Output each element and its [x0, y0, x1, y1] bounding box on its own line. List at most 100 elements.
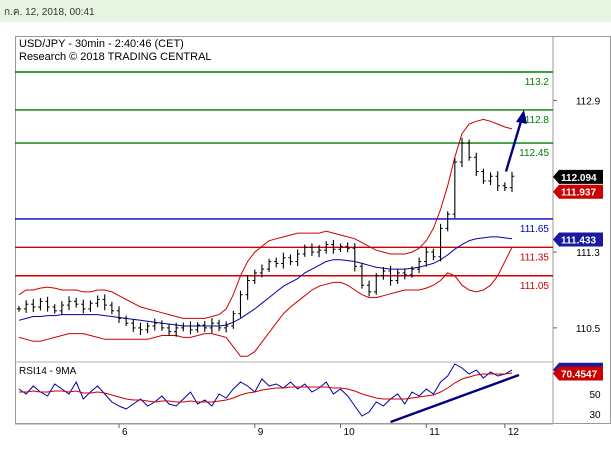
- ohlc-bar: [102, 294, 107, 311]
- ohlc-bar: [66, 296, 72, 311]
- ohlc-bar: [166, 323, 172, 336]
- ohlc-bar: [459, 137, 465, 168]
- last-price-tag: 112.094: [553, 169, 603, 184]
- ohlc-bar: [73, 297, 79, 308]
- ohlc-bar: [495, 171, 500, 191]
- ohlc-bar: [316, 245, 322, 258]
- ohlc-bar: [259, 264, 265, 278]
- bollinger-value-tag: 111.937: [553, 184, 603, 199]
- ohlc-bar: [59, 301, 65, 315]
- ohlc-bar: [152, 318, 157, 331]
- ohlc-bar: [216, 319, 222, 332]
- ohlc-bar: [345, 242, 350, 253]
- ohlc-bar: [402, 268, 408, 280]
- ohlc-bar: [173, 322, 179, 337]
- ohlc-bar: [266, 258, 272, 272]
- ohlc-bar: [116, 306, 122, 323]
- ohlc-bar: [331, 239, 336, 254]
- ohlc-bar: [81, 299, 86, 314]
- ohlc-bar: [52, 304, 57, 314]
- ohlc-bar: [131, 319, 136, 332]
- x-tick-label-4: 12: [508, 427, 520, 438]
- ohlc-bar: [109, 301, 115, 315]
- ohlc-bar: [123, 315, 129, 326]
- rsi-ma-value-tag: 70.4547: [553, 366, 603, 381]
- ohlc-bar: [238, 290, 243, 318]
- ohlc-bar: [431, 248, 436, 261]
- ohlc-bar: [338, 243, 343, 253]
- x-tick-label-1: 9: [258, 427, 264, 438]
- ohlc-bar: [224, 321, 229, 333]
- x-tick-label-2: 10: [344, 427, 356, 438]
- ohlc-bar: [88, 300, 93, 312]
- ohlc-bar: [245, 275, 250, 300]
- ohlc-bar: [281, 252, 286, 269]
- ohlc-bar: [416, 257, 422, 274]
- ohlc-bar: [38, 297, 43, 311]
- rsi-trendline: [390, 373, 520, 424]
- ohlc-bar: [474, 152, 479, 177]
- ohlc-bar: [309, 243, 315, 257]
- ohlc-bar: [16, 306, 22, 312]
- ohlc-bar: [202, 321, 207, 332]
- level-label-4: 111.35: [520, 252, 550, 263]
- rsi-tick-label-1: 50: [589, 390, 601, 401]
- rsi-tick-label-2: 30: [589, 410, 601, 421]
- level-label-3: 111.65: [520, 224, 550, 235]
- ohlc-bar: [302, 244, 307, 257]
- rsi-title: RSI14 - 9MA: [19, 366, 77, 377]
- ohlc-bar: [502, 182, 508, 192]
- rsi-line: [18, 363, 513, 417]
- ohlc-bar: [409, 266, 415, 278]
- ohlc-bar: [23, 300, 29, 313]
- ohlc-bar: [295, 249, 300, 267]
- svg-text:111.937: 111.937: [561, 188, 596, 199]
- y-tick-label-0: 112.9: [576, 96, 601, 107]
- bollinger-upper-line: [18, 118, 513, 319]
- ohlc-bar: [231, 310, 236, 329]
- svg-text:112.094: 112.094: [561, 173, 597, 184]
- ohlc-bar: [395, 269, 400, 284]
- ohlc-bar: [95, 295, 100, 308]
- ohlc-bar: [274, 257, 279, 268]
- price-bars: [16, 109, 527, 337]
- ma-value-tag: 111.433: [553, 232, 603, 247]
- ohlc-bar: [388, 265, 393, 286]
- ohlc-bar: [324, 241, 329, 254]
- moving-average-line: [18, 236, 513, 327]
- bollinger-lower-line: [18, 247, 513, 357]
- projection-arrow-shaft: [504, 117, 524, 172]
- ohlc-bar: [188, 321, 193, 335]
- rsi-ma-line: [19, 372, 513, 403]
- ohlc-bar: [381, 267, 386, 280]
- level-lines: 113.2 112.8 112.45 111.65 111.35 111.05: [15, 71, 553, 292]
- ohlc-bar: [366, 280, 372, 297]
- ohlc-bar: [509, 171, 515, 193]
- svg-text:111.433: 111.433: [561, 235, 596, 246]
- top-bar: ก.ค. 12, 2018, 00:41: [0, 0, 611, 22]
- level-label-5: 111.05: [520, 281, 550, 292]
- ohlc-bar: [424, 246, 429, 267]
- x-tick-label-3: 11: [429, 427, 440, 438]
- chart-subtitle: Research © 2018 TRADING CENTRAL: [19, 51, 212, 63]
- ohlc-bar: [438, 223, 443, 262]
- ohlc-bar: [445, 211, 450, 232]
- ohlc-bar: [209, 318, 215, 334]
- chart-title: USD/JPY - 30min - 2:40:46 (CET): [19, 38, 184, 50]
- ohlc-bar: [145, 322, 150, 334]
- ohlc-bar: [45, 296, 50, 312]
- ohlc-bar: [452, 158, 458, 219]
- ohlc-bar: [488, 172, 493, 185]
- rsi-panel: [18, 363, 520, 424]
- level-label-0: 113.2: [525, 77, 550, 88]
- chart-frame: [15, 36, 611, 424]
- x-tick-label-0: 6: [122, 427, 128, 438]
- y-tick-label-1: 111.3: [576, 248, 600, 259]
- ohlc-bar: [352, 243, 358, 272]
- timestamp: ก.ค. 12, 2018, 00:41: [4, 7, 95, 18]
- level-label-1: 112.8: [525, 115, 550, 126]
- bollinger-bands: [18, 118, 513, 357]
- ohlc-bar: [195, 322, 200, 333]
